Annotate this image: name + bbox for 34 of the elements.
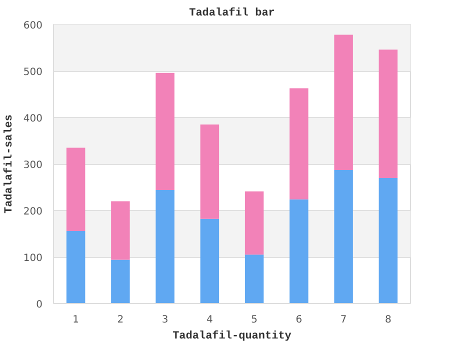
bar: [244, 254, 264, 304]
x-tick-label: 4: [206, 314, 213, 326]
bar: [290, 199, 308, 304]
x-tick-label: 8: [385, 314, 392, 326]
x-tick-label: 1: [72, 314, 80, 326]
y-tick-label: 400: [23, 114, 43, 124]
bar: [244, 191, 264, 255]
bar: [334, 170, 353, 304]
x-tick-label: 5: [251, 314, 258, 326]
x-tick-label: 2: [117, 314, 124, 326]
bar: [378, 50, 398, 178]
y-tick-label: 500: [23, 67, 43, 78]
bar: [334, 34, 353, 170]
y-tick-label: 300: [23, 160, 43, 171]
x-tick-label: 6: [296, 314, 302, 326]
x-axis-title: Tadalafil-quantity: [172, 330, 292, 342]
bar: [66, 148, 86, 231]
bar: [290, 88, 308, 200]
bar: [66, 230, 86, 304]
y-tick-label: 600: [23, 20, 43, 32]
bar: [200, 124, 220, 219]
bar: [111, 260, 130, 304]
y-tick-label: 200: [23, 206, 43, 218]
chart-title: Tadalafil bar: [189, 6, 275, 20]
bar: [111, 201, 130, 260]
y-tick-label: 100: [23, 253, 43, 264]
y-axis-title: Tadalafil-sales: [2, 114, 16, 214]
x-tick-label: 7: [340, 314, 347, 326]
bar: [378, 178, 398, 304]
y-tick-label: 0: [36, 300, 43, 310]
bar: [156, 190, 174, 304]
x-tick-label: 3: [162, 314, 168, 326]
bar: [200, 218, 220, 304]
bar: [156, 72, 174, 190]
